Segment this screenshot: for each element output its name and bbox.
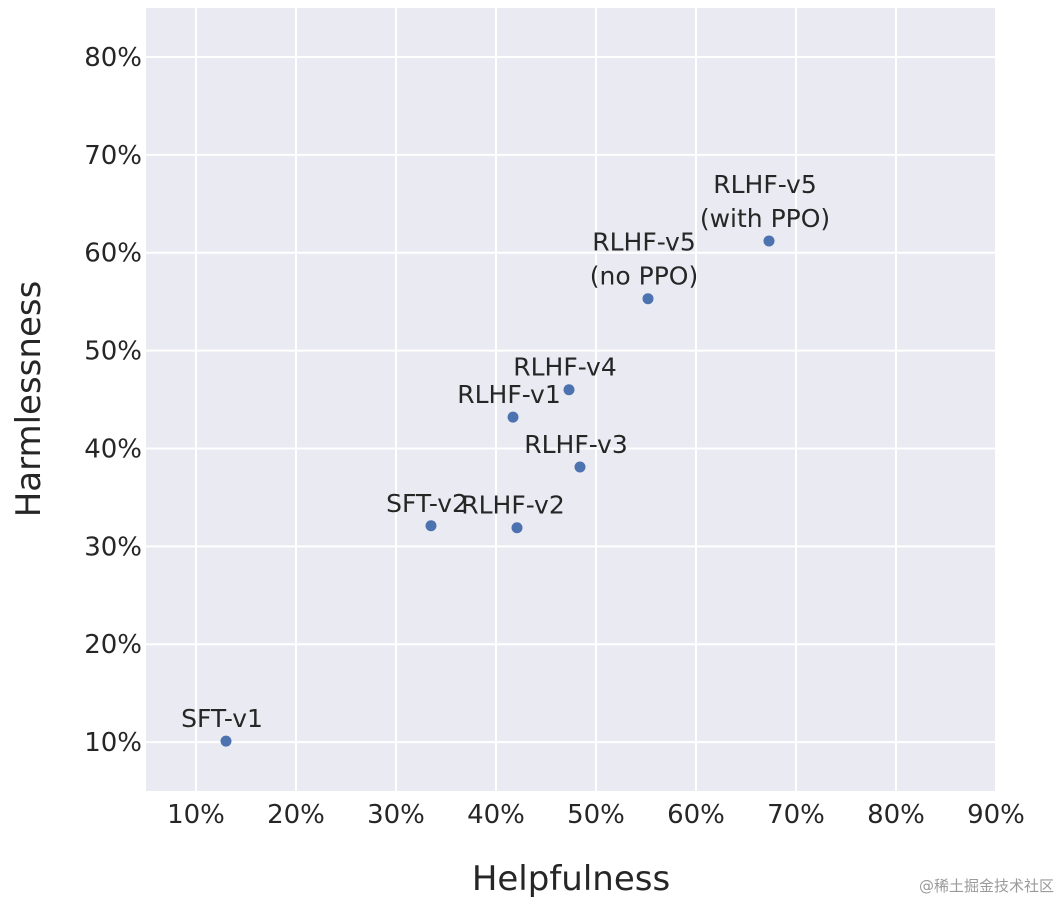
point-labels: SFT-v1 SFT-v2 RLHF-v1 RLHF-v2 RLHF-v3 RLHF-v4…	[181, 170, 830, 733]
data-point	[574, 461, 586, 473]
x-tick-label: 60%	[667, 800, 725, 830]
x-tick-label: 40%	[467, 800, 525, 830]
point-label: RLHF-v3	[524, 430, 628, 459]
x-tick-label: 90%	[967, 800, 1025, 830]
point-label-line: (with PPO)	[700, 204, 830, 233]
data-point	[511, 522, 523, 534]
y-tick-label: 50%	[84, 337, 142, 367]
data-point	[507, 411, 519, 423]
data-point	[563, 384, 575, 396]
point-label: SFT-v2	[386, 489, 468, 518]
grid	[146, 8, 997, 791]
point-label-line: RLHF-v5	[592, 228, 696, 257]
y-tick-label: 10%	[84, 728, 142, 758]
plot-area	[146, 8, 996, 791]
point-label: SFT-v1	[181, 704, 263, 733]
x-tick-label: 30%	[367, 800, 425, 830]
point-label: RLHF-v5 (with PPO)	[700, 170, 830, 233]
x-tick-label: 20%	[267, 800, 325, 830]
y-tick-label: 80%	[84, 43, 142, 73]
point-label-line: (no PPO)	[590, 262, 698, 291]
point-label: RLHF-v4	[513, 353, 617, 382]
data-point	[220, 735, 232, 747]
x-tick-label: 80%	[867, 800, 925, 830]
point-label-line: RLHF-v3	[524, 430, 628, 459]
x-tick-label: 70%	[767, 800, 825, 830]
point-label-line: RLHF-v4	[513, 353, 617, 382]
y-tick-label: 60%	[84, 239, 142, 269]
data-point	[642, 293, 654, 305]
x-tick-labels: 10% 20% 30% 40% 50% 60% 70% 80% 90%	[167, 800, 1025, 830]
point-label: RLHF-v2	[461, 491, 565, 520]
point-label-line: SFT-v2	[386, 489, 468, 518]
data-point	[763, 235, 775, 247]
y-axis-title: Harmlessness	[9, 281, 49, 518]
point-label-line: RLHF-v5	[713, 170, 817, 199]
point-label: RLHF-v1	[457, 380, 561, 409]
y-tick-label: 70%	[84, 141, 142, 171]
x-tick-label: 10%	[167, 800, 225, 830]
y-tick-label: 40%	[84, 434, 142, 464]
point-label-line: SFT-v1	[181, 704, 263, 733]
point-label-line: RLHF-v1	[457, 380, 561, 409]
x-tick-label: 50%	[567, 800, 625, 830]
point-label: RLHF-v5 (no PPO)	[590, 228, 698, 291]
x-axis-title: Helpfulness	[472, 859, 670, 899]
watermark: @稀土掘金技术社区	[918, 877, 1054, 895]
data-points	[220, 235, 775, 747]
y-tick-label: 20%	[84, 630, 142, 660]
data-point	[425, 520, 437, 532]
point-label-line: RLHF-v2	[461, 491, 565, 520]
y-tick-labels: 10% 20% 30% 40% 50% 60% 70% 80%	[84, 43, 142, 758]
y-tick-label: 30%	[84, 532, 142, 562]
